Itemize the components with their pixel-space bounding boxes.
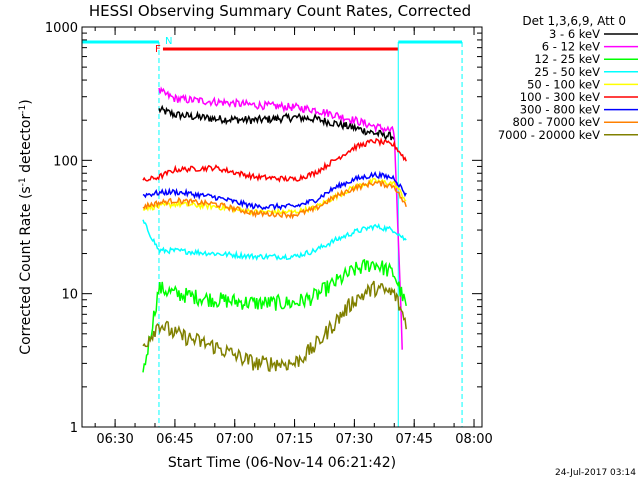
series-line-0 xyxy=(158,104,395,141)
series-line-7 xyxy=(142,179,407,220)
y-tick-label: 10 xyxy=(61,288,78,303)
x-tick-label: 08:00 xyxy=(455,432,492,447)
axes: 06:30 06:45 07:00 07:15 07:30 07:45 08:00 1 10 10… xyxy=(45,21,493,447)
legend-label: 800 - 7000 keV xyxy=(512,115,600,129)
x-tick-label: 07:00 xyxy=(216,432,253,447)
y-axis-label: Corrected Count Rate (s-1 detector-1) xyxy=(18,99,34,354)
legend-label: 6 - 12 keV xyxy=(542,40,600,54)
x-tick-label: 07:15 xyxy=(276,432,313,447)
legend-label: 100 - 300 keV xyxy=(520,90,600,104)
y-tick-label: 1 xyxy=(70,421,78,436)
series-line-5 xyxy=(142,137,407,183)
flare-flag-label: F xyxy=(155,44,161,55)
legend-label: 3 - 6 keV xyxy=(549,27,600,41)
chart-title: HESSI Observing Summary Count Rates, Cor… xyxy=(89,2,471,20)
x-tick-label: 07:30 xyxy=(336,432,373,447)
series-line-3 xyxy=(142,219,407,262)
legend-label: 50 - 100 keV xyxy=(527,77,600,91)
x-tick-label: 06:45 xyxy=(156,432,193,447)
series-line-8 xyxy=(142,280,407,372)
series-line-2 xyxy=(142,258,407,373)
legend-header: Det 1,3,6,9, Att 0 xyxy=(522,14,626,28)
x-tick-label: 06:30 xyxy=(96,432,133,447)
legend-label: 300 - 800 keV xyxy=(520,103,600,117)
y-tick-label: 1000 xyxy=(45,21,78,36)
series-line-1 xyxy=(158,86,403,350)
legend-label: 7000 - 20000 keV xyxy=(498,128,600,142)
x-axis-label: Start Time (06-Nov-14 06:21:42) xyxy=(168,455,396,471)
night-flag-label: N xyxy=(165,36,172,47)
series-line-6 xyxy=(142,170,407,211)
footer-date: 24-Jul-2017 03:14 xyxy=(555,468,636,478)
legend-label: 12 - 25 keV xyxy=(534,52,600,66)
legend-label: 25 - 50 keV xyxy=(534,65,600,79)
y-tick-label: 100 xyxy=(53,154,78,169)
x-tick-label: 07:45 xyxy=(395,432,432,447)
plot-frame xyxy=(81,26,483,428)
plot-area: FN xyxy=(82,36,463,427)
